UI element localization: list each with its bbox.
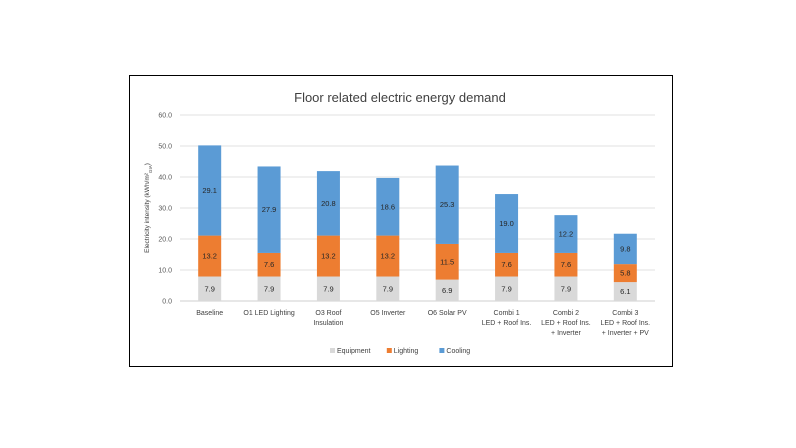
data-label: 7.6 — [501, 260, 511, 269]
y-tick-label: 50.0 — [158, 144, 172, 151]
data-label: 7.6 — [264, 260, 274, 269]
y-tick-label: 0.0 — [162, 299, 172, 306]
data-label: 11.5 — [440, 257, 454, 266]
data-label: 7.9 — [204, 284, 214, 293]
y-tick-label: 30.0 — [158, 206, 172, 213]
x-tick-label: LED + Roof Ins. — [482, 320, 532, 327]
legend-label-lighting: Lighting — [394, 348, 419, 355]
x-tick-label: O5 Inverter — [370, 310, 406, 317]
bar-segment-equipment — [257, 276, 281, 301]
bar-segment-equipment — [613, 282, 637, 301]
bar-segment-cooling — [435, 165, 459, 244]
x-tick-label: Insulation — [313, 320, 343, 327]
bar-segment-equipment — [495, 276, 519, 301]
y-tick-label: 60.0 — [158, 113, 172, 120]
legend-swatch-lighting — [386, 348, 392, 353]
legend-label-cooling: Cooling — [446, 348, 470, 355]
bar-segment-lighting — [435, 243, 459, 280]
data-label: 13.2 — [202, 252, 217, 261]
data-label: 20.8 — [321, 199, 336, 208]
data-label: 19.0 — [499, 219, 514, 228]
x-tick-label: LED + Roof Ins. — [601, 320, 651, 327]
data-label: 18.6 — [381, 202, 396, 211]
legend-label-equipment: Equipment — [337, 348, 371, 355]
bar-segment-cooling — [613, 233, 637, 265]
data-label: 13.2 — [381, 252, 396, 261]
x-tick-label: + Inverter — [551, 330, 581, 337]
x-tick-label: O6 Solar PV — [428, 310, 467, 317]
data-label: 25.3 — [440, 200, 455, 209]
data-label: 9.8 — [620, 244, 630, 253]
legend-swatch-cooling — [439, 348, 445, 353]
data-label: 13.2 — [321, 252, 336, 261]
bar-segment-lighting — [613, 264, 637, 283]
x-tick-label: LED + Roof Ins. — [541, 320, 591, 327]
x-tick-label: Baseline — [196, 310, 223, 317]
x-tick-label: + Inverter + PV — [602, 330, 649, 337]
bar-segment-lighting — [198, 235, 222, 277]
y-tick-label: 20.0 — [158, 237, 172, 244]
x-tick-label: Combi 2 — [553, 310, 579, 317]
x-tick-label: O1 LED Lighting — [243, 310, 294, 317]
data-label: 7.9 — [264, 284, 274, 293]
data-label: 12.2 — [559, 230, 574, 239]
bar-segment-equipment — [316, 276, 340, 301]
bar-segment-cooling — [554, 215, 578, 253]
bar-segment-cooling — [257, 166, 281, 253]
bar-segment-lighting — [554, 252, 578, 277]
bar-segment-lighting — [495, 252, 519, 277]
bar-segment-lighting — [376, 235, 400, 277]
bar-segment-equipment — [435, 279, 459, 301]
bar-segment-equipment — [554, 276, 578, 301]
data-label: 7.9 — [561, 284, 571, 293]
data-label: 29.1 — [202, 186, 217, 195]
legend-swatch-equipment — [330, 348, 335, 353]
x-tick-label: Combi 1 — [494, 310, 520, 317]
bar-segment-cooling — [198, 145, 222, 236]
x-tick-label: Combi 3 — [612, 310, 638, 317]
y-tick-label: 40.0 — [158, 175, 172, 182]
bar-segment-cooling — [376, 177, 400, 236]
data-label: 7.6 — [561, 260, 571, 269]
data-label: 7.9 — [383, 284, 393, 293]
data-label: 6.9 — [442, 286, 452, 295]
y-axis-label: Electricity intensity (kWh/m²GIA) — [144, 163, 153, 253]
y-tick-label: 10.0 — [158, 268, 172, 275]
bar-segment-equipment — [198, 276, 222, 301]
bar-segment-cooling — [316, 171, 340, 236]
x-tick-label: O3 Roof — [315, 310, 341, 317]
bar-segment-cooling — [495, 194, 519, 253]
data-label: 7.9 — [323, 284, 333, 293]
chart-title: Floor related electric energy demand — [294, 90, 506, 105]
data-label: 27.9 — [262, 205, 277, 214]
data-label: 5.8 — [620, 269, 630, 278]
bar-segment-equipment — [376, 276, 400, 301]
bar-segment-lighting — [257, 252, 281, 277]
data-label: 7.9 — [501, 284, 511, 293]
bar-segment-lighting — [316, 235, 340, 277]
data-label: 6.1 — [620, 287, 630, 296]
